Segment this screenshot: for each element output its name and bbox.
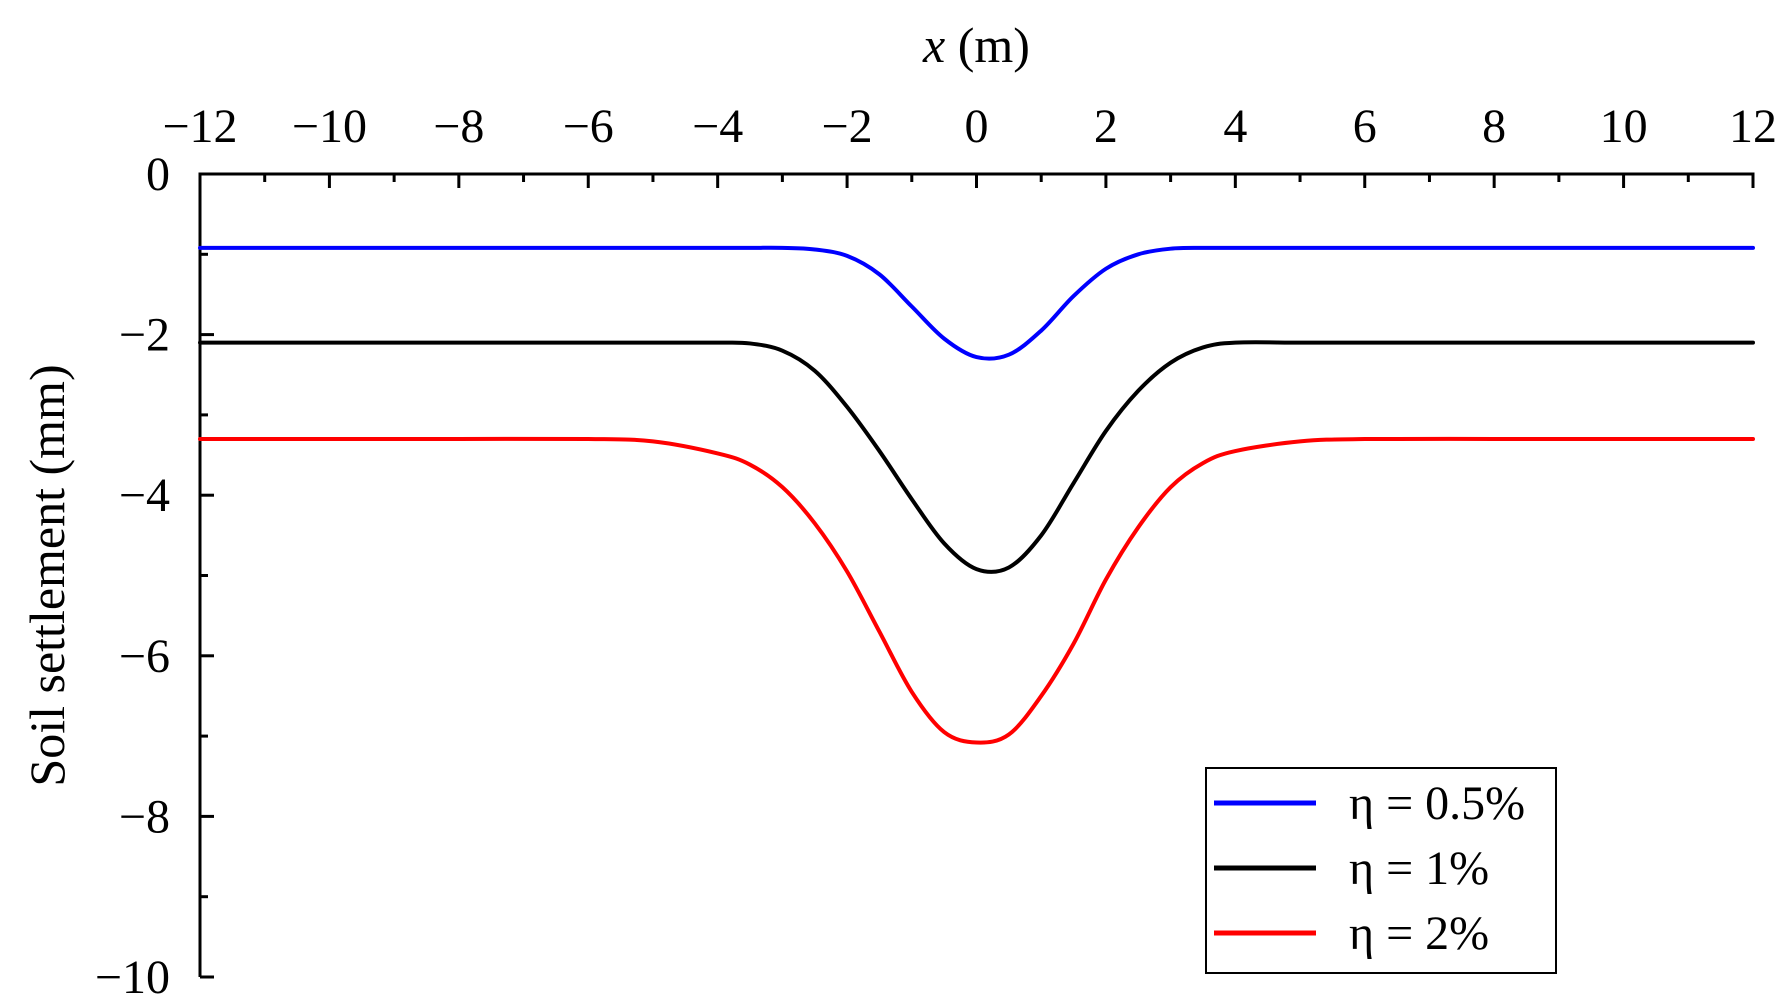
axes-group [198, 172, 1755, 979]
x-tick-label: 0 [965, 100, 989, 153]
series-line-1 [198, 340, 1755, 574]
y-axis-title: Soil settlement (mm) [19, 364, 75, 786]
x-axis-title-unit: (m) [945, 17, 1030, 73]
x-tick-label: −8 [433, 100, 484, 153]
x-tick-label: −2 [822, 100, 873, 153]
y-tick-label: −8 [119, 790, 170, 843]
y-tick-label: 0 [146, 148, 170, 201]
x-axis-title: x (m) [922, 17, 1030, 73]
x-tick-label: 8 [1482, 100, 1506, 153]
x-tick-label: 10 [1600, 100, 1648, 153]
y-tick-label: −10 [95, 951, 170, 1002]
x-tick-label: 12 [1729, 100, 1777, 153]
series-line-0 [198, 245, 1755, 361]
x-axis-title-variable: x [922, 17, 945, 73]
series-group [198, 245, 1755, 745]
x-tick-label: −6 [563, 100, 614, 153]
legend: η = 0.5% η = 1% η = 2% [1205, 767, 1557, 974]
x-tick-label: 6 [1353, 100, 1377, 153]
x-tick-label: 2 [1094, 100, 1118, 153]
y-tick-labels: 0 −2 −4 −6 −8 −10 [95, 148, 170, 1002]
y-tick-label: −4 [119, 469, 170, 522]
legend-label-1: η = 1% [1349, 842, 1489, 895]
x-tick-label: −12 [162, 100, 237, 153]
legend-label-0: η = 0.5% [1349, 777, 1525, 830]
legend-label-2: η = 2% [1349, 907, 1489, 960]
y-tick-label: −2 [119, 309, 170, 362]
y-tick-label: −6 [119, 630, 170, 683]
x-tick-labels: −12 −10 −8 −6 −4 −2 0 2 4 6 8 10 12 [162, 100, 1777, 153]
series-line-2 [198, 436, 1755, 745]
x-tick-label: 4 [1223, 100, 1247, 153]
x-tick-label: −10 [292, 100, 367, 153]
x-tick-label: −4 [692, 100, 743, 153]
